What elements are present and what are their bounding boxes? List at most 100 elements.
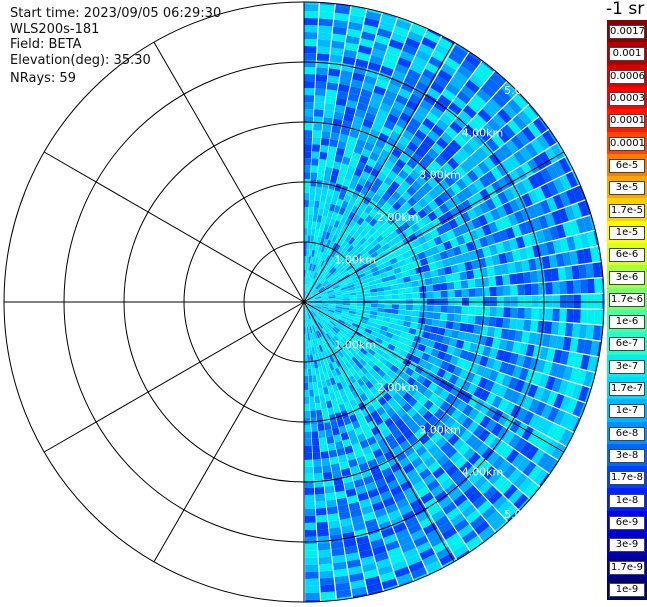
ray-gate	[431, 50, 448, 63]
ray-gate	[485, 78, 501, 93]
ray-gate	[471, 374, 482, 386]
ray-gate	[536, 134, 550, 151]
ray-gate	[329, 456, 339, 465]
ray-gate	[552, 194, 565, 210]
ray-gate	[321, 297, 329, 300]
ray-gate	[313, 250, 318, 258]
ray-gate	[389, 257, 398, 265]
ray-gate	[307, 297, 315, 301]
ray-gate	[580, 279, 588, 294]
ray-gate	[348, 237, 356, 245]
ray-gate	[356, 369, 365, 378]
ray-gate	[413, 573, 428, 581]
ray-gate	[461, 417, 474, 430]
ray-gate	[413, 480, 427, 492]
ray-gate	[408, 560, 425, 573]
ray-gate	[321, 279, 328, 286]
ray-gate	[334, 290, 342, 295]
ray-gate	[478, 429, 491, 442]
ray-gate	[336, 497, 348, 507]
ray-gate	[440, 477, 454, 490]
ray-gate	[429, 534, 445, 548]
colorbar-label: 0.00017	[609, 114, 647, 129]
ray-gate	[318, 352, 323, 360]
ray-gate	[307, 298, 315, 301]
ray-gate	[376, 28, 392, 39]
ray-gate	[418, 158, 430, 170]
ray-gate	[458, 110, 473, 124]
ray-gate	[319, 563, 333, 572]
ray-gate	[393, 491, 406, 503]
ray-gate	[305, 536, 317, 544]
ray-gate	[508, 238, 519, 251]
ray-gate	[318, 276, 325, 283]
ray-gate	[338, 191, 346, 201]
ray-gate	[384, 234, 393, 243]
ray-gate	[382, 496, 396, 508]
ray-gate	[329, 139, 339, 148]
ray-gate	[427, 382, 438, 393]
ray-gate	[467, 383, 478, 395]
ray-gate	[369, 385, 378, 395]
ray-gate	[410, 24, 426, 37]
ray-gate	[427, 479, 440, 492]
ray-gate	[411, 180, 422, 192]
ray-gate	[468, 306, 476, 315]
ray-gate	[477, 214, 488, 227]
ray-gate	[457, 331, 467, 341]
ray-gate	[509, 273, 518, 285]
ray-gate	[325, 273, 332, 280]
ray-gate	[426, 528, 442, 542]
ray-gate	[450, 182, 462, 195]
ray-gate	[304, 46, 317, 54]
ray-gate	[335, 3, 351, 8]
ray-gate	[438, 179, 450, 191]
ray-gate	[374, 259, 383, 267]
ray-gate	[309, 389, 315, 397]
ray-gate	[309, 278, 313, 286]
ray-gate	[312, 264, 317, 272]
ray-gate	[375, 454, 387, 465]
ray-gate	[387, 456, 399, 467]
ray-gate	[427, 148, 439, 160]
ray-gate	[344, 481, 355, 491]
ray-gate	[350, 325, 358, 331]
ray-gate	[361, 316, 370, 322]
ray-gate	[340, 127, 351, 136]
ray-gate	[318, 286, 325, 292]
ray-gate	[511, 224, 522, 238]
ray-gate	[342, 295, 350, 299]
ray-gate	[453, 493, 468, 507]
ray-gate	[402, 402, 413, 413]
ray-gate	[517, 457, 531, 473]
ray-gate	[412, 310, 420, 317]
ray-gate	[467, 421, 480, 434]
ray-gate	[455, 178, 468, 191]
ray-gate	[507, 509, 519, 522]
ray-gate	[310, 361, 315, 369]
ray-gate	[310, 165, 318, 173]
ray-gate	[351, 174, 361, 184]
ray-gate	[580, 354, 590, 370]
ray-gate	[402, 251, 411, 260]
ray-gate	[341, 156, 351, 166]
ray-gate	[589, 215, 596, 230]
ray-gate	[381, 96, 395, 107]
colorbar-label: 1e-6	[609, 315, 645, 330]
ray-gate	[332, 190, 340, 199]
ray-gate	[309, 354, 314, 362]
ray-gate	[352, 250, 360, 258]
ray-gate	[356, 309, 364, 313]
ray-gate	[366, 135, 378, 146]
ray-gate	[344, 276, 352, 282]
ray-gate	[364, 223, 373, 232]
ray-gate	[435, 436, 448, 449]
ray-gate	[417, 406, 429, 417]
ray-gate	[387, 343, 396, 351]
ray-gate	[367, 276, 375, 283]
ray-gate	[422, 204, 433, 215]
ray-gate	[452, 272, 461, 282]
ray-gate	[356, 303, 364, 307]
ray-gate	[417, 486, 430, 498]
ray-gate	[387, 196, 397, 207]
